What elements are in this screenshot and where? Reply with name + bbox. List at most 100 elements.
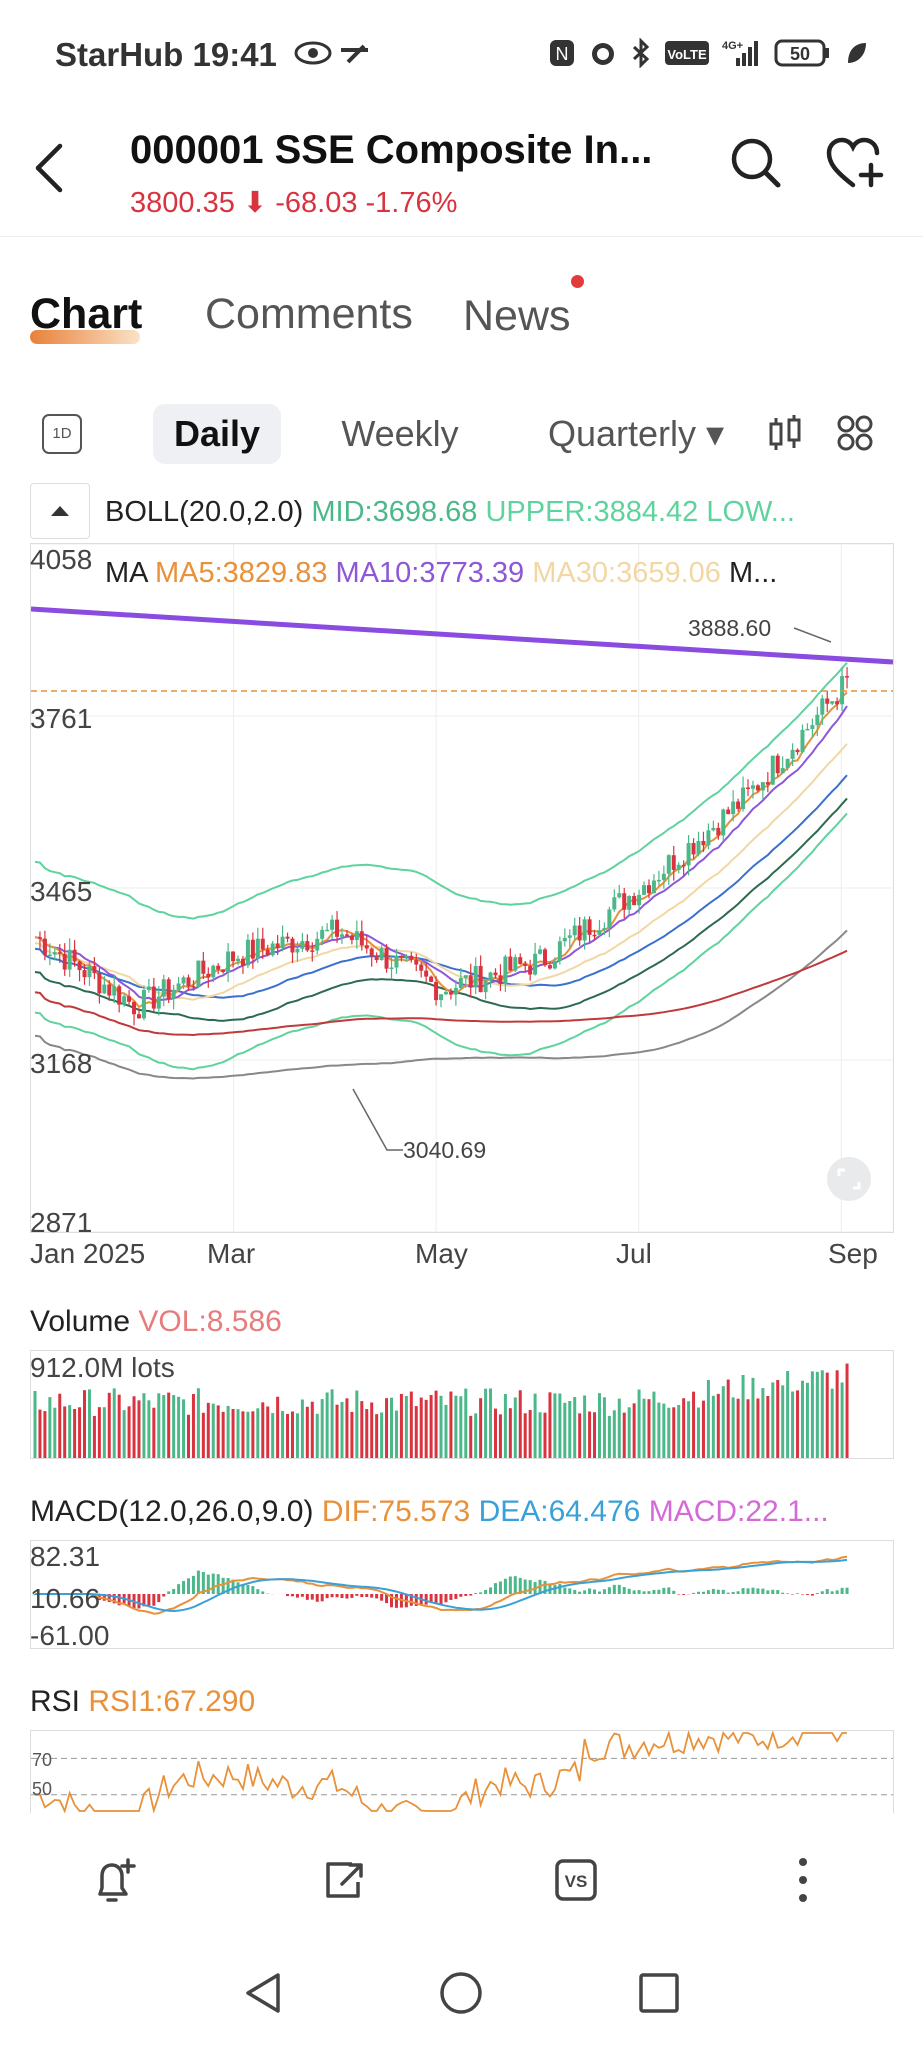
candle-body	[315, 938, 320, 951]
volume-bar	[211, 1403, 215, 1458]
volume-bar	[657, 1402, 661, 1458]
macd-histogram-bar	[786, 1593, 790, 1594]
candle-body	[443, 991, 448, 995]
tab-news[interactable]: News	[463, 292, 571, 340]
volume-bar	[810, 1371, 814, 1458]
price-alert-button[interactable]	[92, 1856, 138, 1911]
ma5-value: MA5:3829.83	[154, 557, 328, 589]
candle-body	[612, 897, 617, 910]
more-options-button[interactable]	[796, 1856, 810, 1909]
compare-button[interactable]: VS	[554, 1858, 598, 1907]
volume-bar	[459, 1396, 463, 1458]
macd-histogram-bar	[246, 1585, 250, 1594]
volume-bar	[439, 1395, 443, 1458]
candle-body	[211, 965, 216, 978]
macd-chart[interactable]	[30, 1540, 894, 1649]
volume-bar	[58, 1393, 62, 1458]
back-button[interactable]	[30, 140, 90, 210]
volume-bar	[781, 1385, 785, 1458]
volume-bar	[731, 1397, 735, 1458]
intraday-button[interactable]: 1D	[42, 414, 82, 454]
period-daily[interactable]: Daily	[153, 404, 281, 464]
candlestick-icon	[769, 415, 801, 450]
volume-bar	[573, 1397, 577, 1458]
rsi-plot	[31, 1729, 893, 1815]
nav-home-button[interactable]	[438, 1970, 484, 2021]
period-weekly[interactable]: Weekly	[341, 413, 459, 454]
candle-body	[547, 965, 552, 969]
nav-recents-button[interactable]	[636, 1970, 682, 2021]
volume-chart[interactable]	[30, 1350, 894, 1459]
candle-body	[483, 980, 488, 993]
svg-text:VS: VS	[565, 1872, 588, 1891]
volume-bar	[271, 1413, 275, 1458]
tab-chart[interactable]: Chart	[30, 290, 143, 338]
status-carrier-time: StarHub 19:41	[55, 36, 277, 73]
add-to-watchlist-button[interactable]	[825, 135, 895, 205]
volume-bar	[246, 1411, 250, 1458]
volume-bar	[340, 1401, 344, 1458]
volume-bar	[370, 1402, 374, 1458]
nfc-icon: N	[550, 40, 574, 66]
volume-bar	[815, 1371, 819, 1458]
volume-bar	[508, 1408, 512, 1458]
macd-histogram-bar	[697, 1591, 701, 1594]
candle-body	[473, 966, 478, 988]
volume-bar	[607, 1415, 611, 1458]
macd-histogram-bar	[196, 1570, 200, 1594]
leaf-icon	[848, 43, 866, 63]
candle-body	[37, 937, 42, 939]
candle-body	[87, 966, 92, 978]
macd-histogram-bar	[652, 1589, 656, 1594]
volume-bar	[365, 1409, 369, 1458]
candle-body	[191, 986, 196, 988]
macd-dea: DEA:64.476	[478, 1495, 641, 1528]
candle-body	[790, 749, 795, 759]
nav-back-button[interactable]	[240, 1970, 286, 2021]
period-quarterly-dropdown[interactable]: Quarterly ▾	[547, 413, 725, 454]
macd-histogram-bar	[345, 1594, 349, 1599]
volume-bars	[33, 1363, 849, 1458]
volume-bar	[261, 1402, 265, 1458]
macd-histogram-bar	[682, 1594, 686, 1595]
macd-histogram-bar	[498, 1581, 502, 1594]
macd-histogram-bar	[380, 1594, 384, 1601]
candle-body	[221, 969, 226, 973]
volume-bar	[167, 1392, 171, 1458]
caret-up-icon	[51, 506, 69, 516]
candle-body	[666, 855, 671, 874]
macd-histogram-bar	[692, 1592, 696, 1594]
candle-body	[840, 676, 845, 705]
indicators-grid-button[interactable]	[836, 414, 874, 457]
macd-histogram-bar	[597, 1591, 601, 1594]
candle-body	[602, 928, 607, 931]
tab-comments[interactable]: Comments	[205, 290, 413, 338]
volume-bar	[612, 1410, 616, 1458]
macd-histogram-bar	[394, 1594, 398, 1608]
volume-bar	[196, 1388, 200, 1458]
candle-body	[617, 893, 622, 898]
candle-body	[845, 676, 850, 678]
candlestick-type-button[interactable]	[768, 414, 802, 459]
macd-histogram-bar	[706, 1590, 710, 1594]
volume-bar	[33, 1390, 37, 1458]
rsi-line	[35, 1729, 847, 1815]
candle-body	[518, 957, 523, 964]
fullscreen-button[interactable]	[827, 1157, 871, 1201]
search-button[interactable]	[728, 135, 798, 205]
macd-dif: DIF:75.573	[321, 1495, 471, 1528]
rsi-chart[interactable]	[30, 1729, 894, 1815]
macd-histogram-bar	[261, 1591, 265, 1594]
macd-histogram-bar	[107, 1594, 111, 1603]
moving-average-line	[34, 705, 848, 1002]
volume-bar	[241, 1411, 245, 1458]
candlestick-chart[interactable]: 3888.60 3040.69	[30, 543, 894, 1233]
candle-body	[77, 961, 82, 971]
candle-body	[746, 787, 751, 790]
collapse-legend-button[interactable]	[30, 483, 90, 539]
share-button[interactable]	[322, 1858, 366, 1907]
macd-histogram-bar	[835, 1590, 839, 1594]
candle-body	[498, 975, 503, 985]
boll-upper-band	[34, 662, 848, 920]
volume-bar	[444, 1404, 448, 1458]
